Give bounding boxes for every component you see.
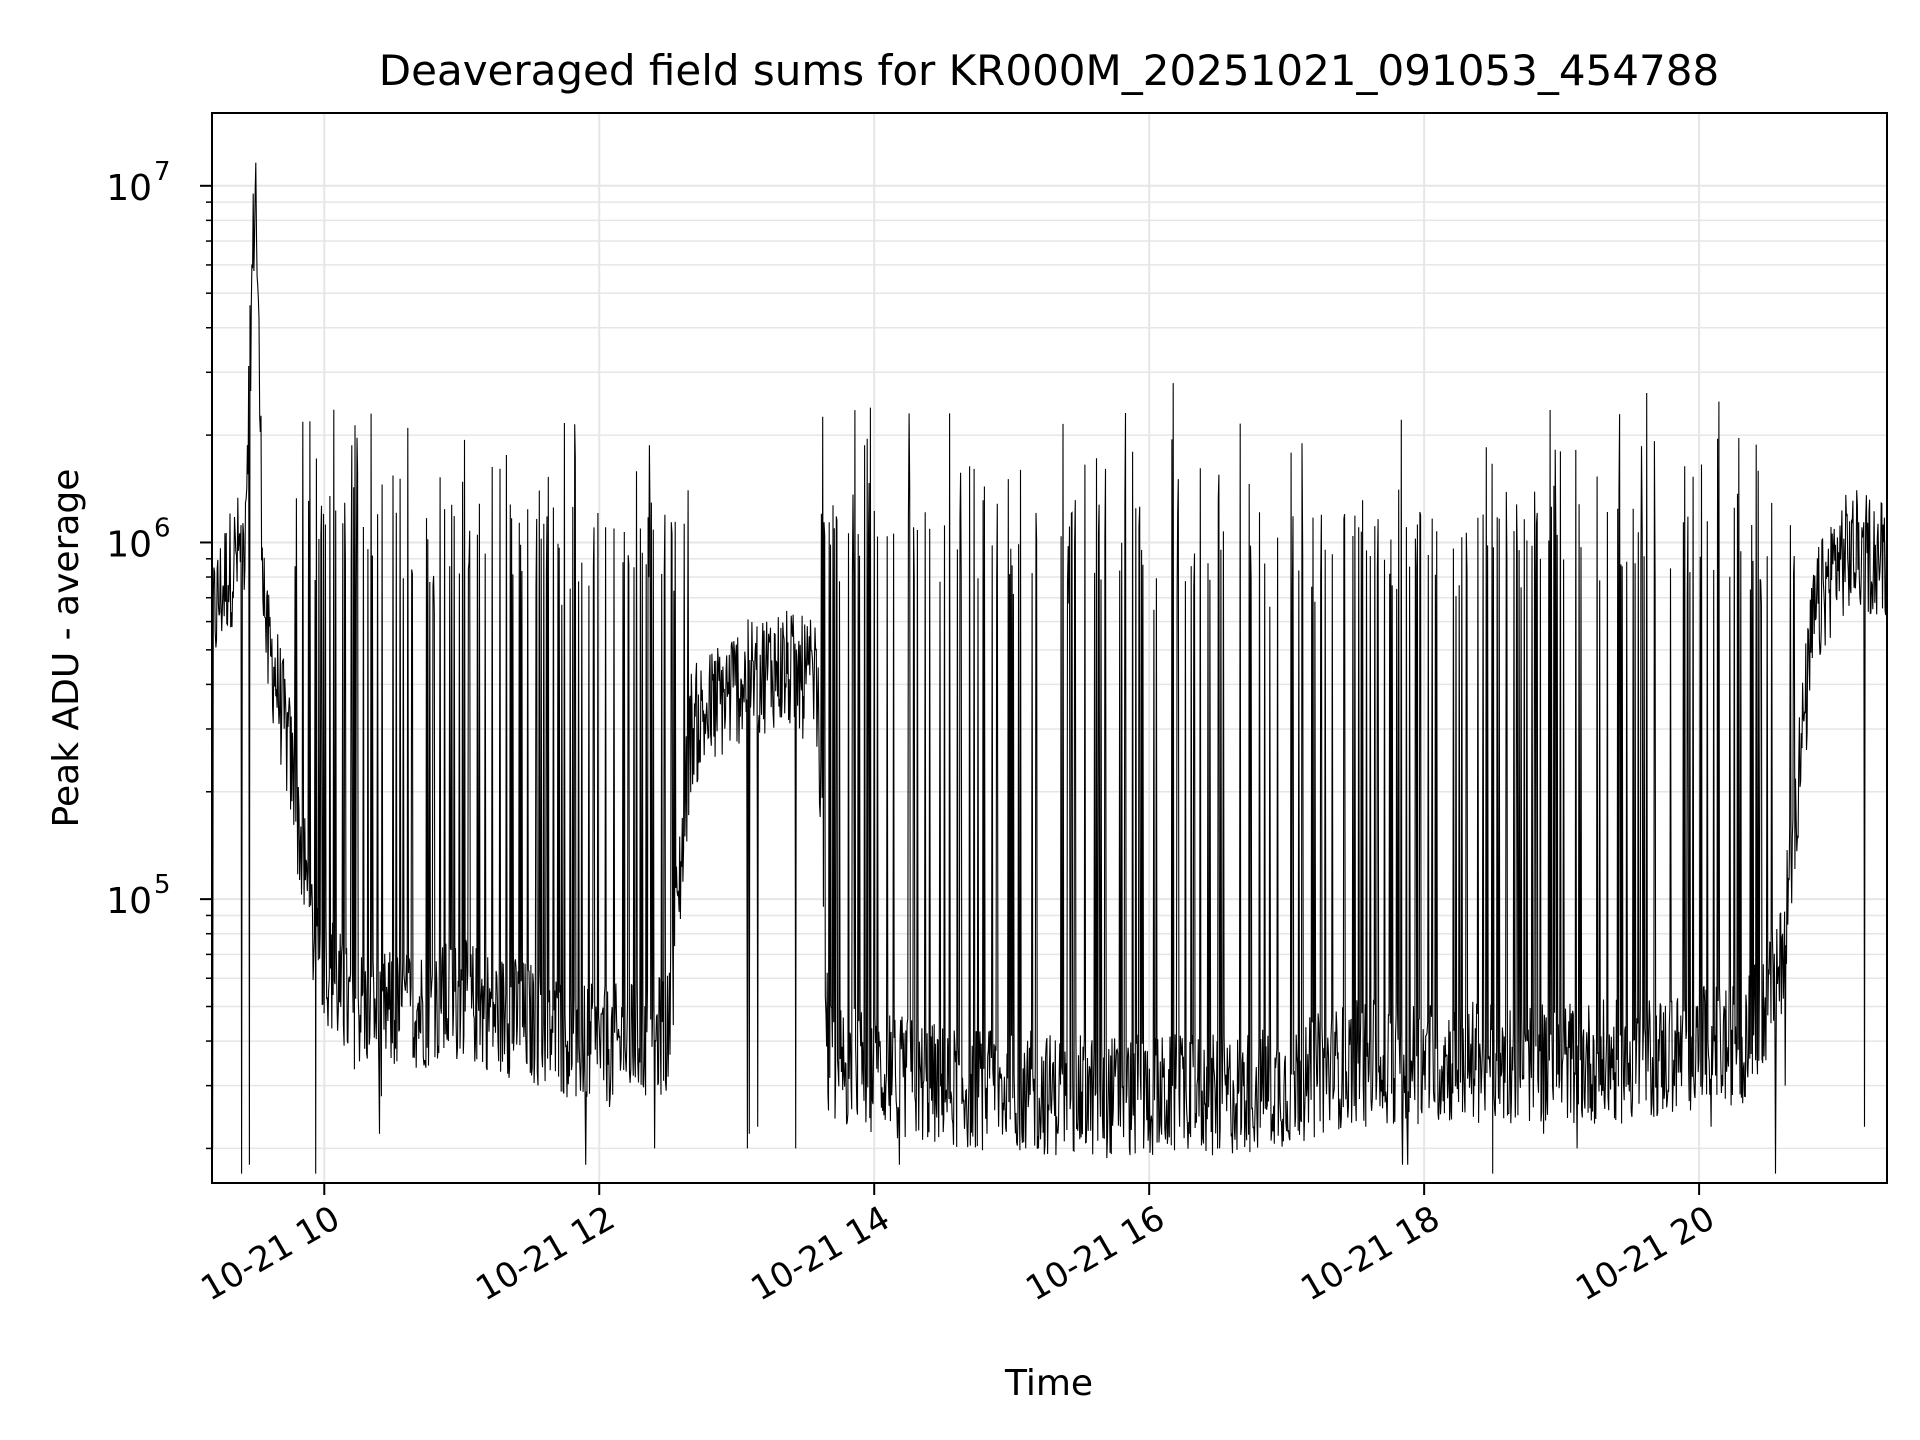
y-axis-label: Peak ADU - average: [46, 469, 87, 828]
y-tick-label: 10: [106, 524, 152, 565]
plot-frame: [211, 112, 1888, 1184]
y-tick-label-exponent: 6: [154, 513, 171, 543]
y-tick-label: 10: [106, 168, 152, 209]
data-layer: [212, 162, 1887, 1174]
series-line: [212, 162, 1887, 1174]
y-tick-label-exponent: 5: [154, 870, 171, 900]
chart-title: Deaveraged field sums for KR000M_2025102…: [379, 46, 1719, 95]
y-tick-label: 10: [106, 881, 152, 922]
y-tick-label-exponent: 7: [154, 157, 171, 187]
x-axis-label: Time: [1004, 1363, 1093, 1404]
